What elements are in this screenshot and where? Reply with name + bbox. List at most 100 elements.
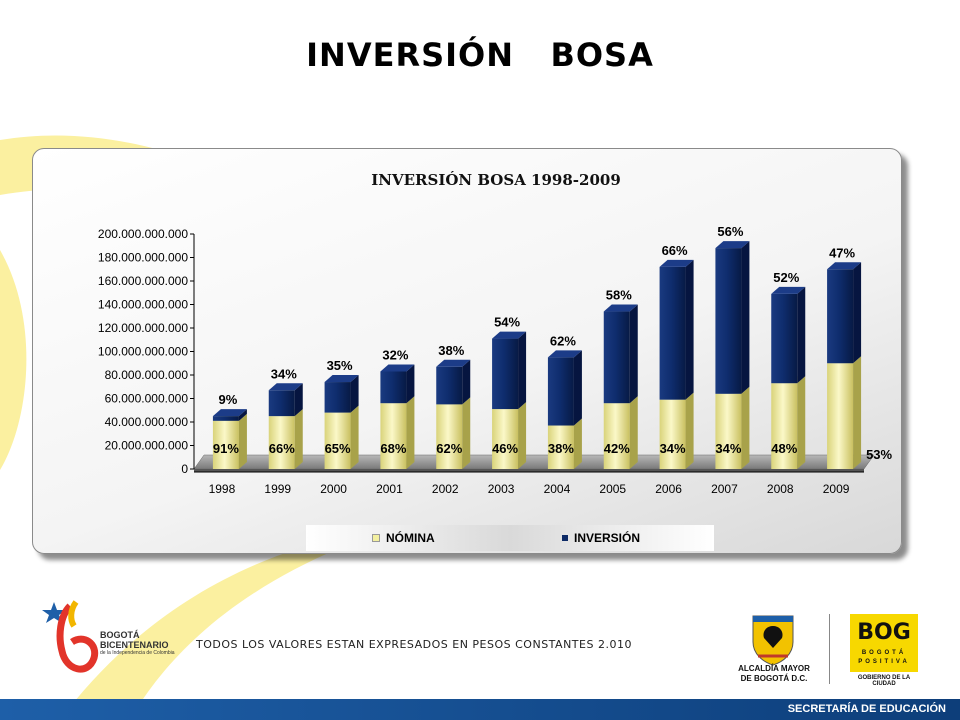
footer-bar: SECRETARÍA DE EDUCACIÓN bbox=[0, 699, 960, 720]
bar-inversion-front bbox=[547, 357, 574, 426]
data-label-inversion: 62% bbox=[550, 333, 576, 348]
legend: NÓMINA INVERSIÓN bbox=[306, 525, 714, 551]
legend-label-inversion: INVERSIÓN bbox=[574, 531, 641, 545]
y-tick-label: 140.000.000.000 bbox=[98, 298, 188, 312]
x-tick-label: 2001 bbox=[376, 482, 403, 496]
y-tick-label: 40.000.000.000 bbox=[105, 415, 189, 429]
bar-inversion-front bbox=[212, 416, 239, 421]
slide-title: INVERSIÓN BOSA bbox=[306, 36, 654, 74]
bog-positiva-logo: BOG BOGOTÁ POSITIVA bbox=[850, 614, 918, 672]
y-tick-label: 200.000.000.000 bbox=[98, 227, 188, 241]
bar-nomina-side bbox=[350, 405, 359, 469]
footer-text: SECRETARÍA DE EDUCACIÓN bbox=[787, 703, 946, 715]
gobierno-caption: GOBIERNO DE LA CIUDAD bbox=[857, 675, 911, 687]
legend-item-nomina: NÓMINA bbox=[372, 531, 435, 545]
footnote: TODOS LOS VALORES ESTAN EXPRESADOS EN PE… bbox=[196, 638, 632, 651]
bar-inversion-top bbox=[715, 241, 750, 249]
bar-nomina-side bbox=[741, 386, 750, 469]
bar-nomina-front bbox=[380, 403, 407, 469]
bar-inversion-side bbox=[797, 286, 806, 384]
bar-inversion-top bbox=[659, 259, 694, 267]
chart-floor-edge bbox=[194, 469, 864, 472]
x-tick-label: 2005 bbox=[599, 482, 626, 496]
data-label-inversion: 58% bbox=[606, 288, 632, 303]
bar-nomina-front bbox=[771, 383, 798, 469]
legend-swatch-inversion bbox=[562, 535, 568, 541]
alcaldia-line2: DE BOGOTÁ D.C. bbox=[740, 674, 808, 683]
legend-item-inversion: INVERSIÓN bbox=[562, 531, 640, 545]
bar-inversion-top bbox=[492, 331, 527, 339]
bar-inversion-top bbox=[212, 409, 247, 417]
data-label-nomina: 38% bbox=[548, 441, 574, 456]
bar-nomina-side bbox=[573, 418, 582, 469]
bar-nomina-side bbox=[797, 376, 806, 469]
bar-nomina-front bbox=[324, 412, 351, 469]
bar-nomina-front bbox=[659, 399, 686, 469]
bar-nomina-side bbox=[294, 409, 303, 469]
data-label-nomina: 65% bbox=[325, 441, 351, 456]
data-label-nomina: 91% bbox=[213, 441, 239, 456]
bar-inversion-side bbox=[518, 331, 527, 410]
y-tick-label: 20.000.000.000 bbox=[105, 439, 189, 453]
bar-inversion-top bbox=[827, 262, 862, 270]
bar-inversion-side bbox=[853, 262, 862, 364]
bar-nomina-front bbox=[436, 404, 463, 469]
x-tick-label: 2008 bbox=[767, 482, 794, 496]
data-label-nomina: 62% bbox=[436, 441, 462, 456]
bar-inversion-top bbox=[436, 359, 471, 367]
data-label-inversion: 32% bbox=[382, 347, 408, 362]
bar-inversion-front bbox=[492, 338, 519, 410]
bar-inversion-top bbox=[603, 304, 638, 312]
bar-nomina-front bbox=[715, 393, 742, 469]
x-tick-label: 2007 bbox=[711, 482, 738, 496]
bar-inversion-front bbox=[715, 248, 742, 394]
data-label-inversion: 38% bbox=[438, 343, 464, 358]
bar-nomina-side bbox=[518, 402, 527, 469]
bar-inversion-side bbox=[238, 409, 247, 421]
bar-inversion-front bbox=[603, 311, 630, 404]
bar-inversion-side bbox=[294, 383, 303, 417]
bar-inversion-front bbox=[380, 371, 407, 404]
data-label-nomina: 68% bbox=[380, 441, 406, 456]
chart-panel bbox=[32, 148, 902, 554]
bar-inversion-front bbox=[659, 266, 686, 400]
bar-inversion-side bbox=[406, 364, 415, 404]
bicentenario-line3: de la Independencia de Colombia bbox=[100, 650, 175, 656]
bar-inversion-top bbox=[268, 383, 303, 391]
bar-inversion-front bbox=[268, 390, 295, 417]
y-tick-label: 120.000.000.000 bbox=[98, 321, 188, 335]
y-tick-label: 0 bbox=[181, 462, 188, 476]
bar-inversion-top bbox=[771, 286, 806, 294]
data-label-inversion: 54% bbox=[494, 315, 520, 330]
bar-nomina-side bbox=[629, 396, 638, 469]
data-label-inversion: 34% bbox=[271, 366, 297, 381]
bog-sub1: BOGOTÁ bbox=[861, 650, 907, 656]
bar-nomina-side bbox=[406, 396, 415, 469]
x-tick-label: 2000 bbox=[320, 482, 347, 496]
data-label-inversion: 56% bbox=[717, 224, 743, 239]
bicentenario-line1: BOGOTÁ bbox=[100, 630, 140, 640]
chart-title: INVERSIÓN BOSA 1998-2009 bbox=[371, 171, 621, 189]
bar-inversion-top bbox=[380, 364, 415, 372]
bar-nomina-front bbox=[603, 403, 630, 469]
coat-of-arms-icon bbox=[752, 615, 794, 666]
bar-inversion-top bbox=[324, 375, 359, 383]
bar-nomina-front bbox=[827, 363, 854, 469]
legend-label-nomina: NÓMINA bbox=[386, 531, 435, 545]
bar-nomina-front bbox=[212, 420, 239, 469]
bicentenario-text: BOGOTÁ BICENTENARIO de la Independencia … bbox=[100, 630, 175, 656]
bar-inversion-side bbox=[629, 304, 638, 404]
data-label-nomina: 66% bbox=[269, 441, 295, 456]
bar-inversion-front bbox=[436, 366, 463, 405]
bog-word: BOG bbox=[857, 620, 911, 645]
legend-swatch-nomina bbox=[372, 534, 380, 542]
y-tick-label: 160.000.000.000 bbox=[98, 274, 188, 288]
x-tick-label: 2009 bbox=[823, 482, 850, 496]
logo-divider bbox=[829, 614, 830, 684]
y-tick-label: 80.000.000.000 bbox=[105, 368, 189, 382]
bar-nomina-side bbox=[462, 397, 471, 469]
data-label-nomina: 34% bbox=[715, 441, 741, 456]
data-label-inversion: 9% bbox=[219, 392, 238, 407]
data-label-nomina: 42% bbox=[604, 441, 630, 456]
